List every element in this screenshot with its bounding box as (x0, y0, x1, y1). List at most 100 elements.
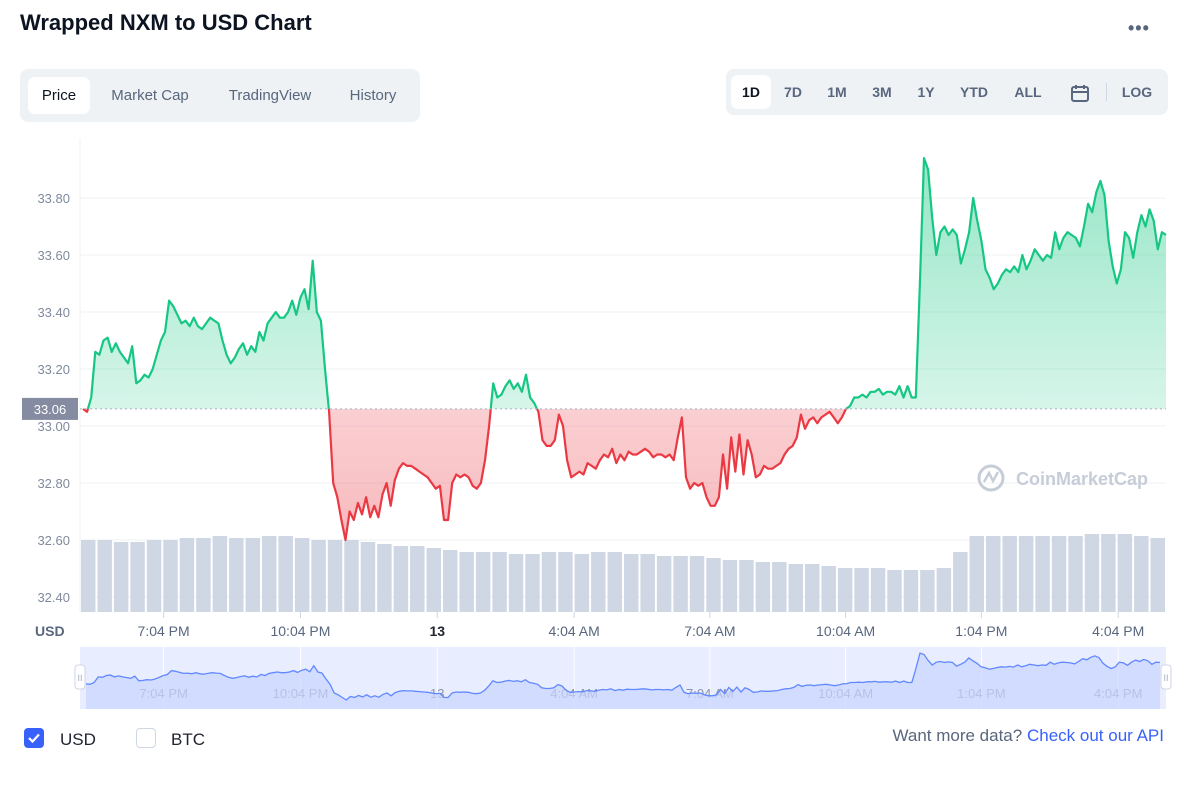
api-link[interactable]: Check out our API (1026, 726, 1164, 745)
y-tick-label: 33.00 (37, 419, 70, 434)
volume-bar (1117, 534, 1133, 612)
volume-bars (81, 534, 1165, 612)
coinmarketcap-logo-mark (982, 470, 1000, 484)
volume-bar (1101, 534, 1116, 612)
volume-bar (1035, 536, 1050, 612)
x-tick-label: 7:04 AM (684, 623, 735, 639)
usd-checkbox[interactable] (24, 728, 44, 748)
volume-bar (311, 540, 326, 612)
baseline-label: 33.06 (34, 402, 67, 417)
volume-bar (212, 536, 228, 612)
volume-bar (920, 570, 935, 612)
api-promo: Want more data? Check out our API (892, 726, 1164, 746)
volume-bar (130, 542, 145, 612)
volume-bar (97, 540, 112, 612)
brush-area (86, 653, 1160, 709)
brush-handle-right (1160, 664, 1172, 690)
volume-bar (821, 566, 836, 612)
y-tick-label: 32.60 (37, 533, 70, 548)
range-7d-button[interactable]: 7D (784, 84, 802, 100)
volume-bar (1051, 536, 1067, 612)
volume-bar (278, 536, 293, 612)
volume-bar (903, 570, 919, 612)
volume-bar (426, 548, 441, 612)
volume-bar (179, 538, 195, 612)
volume-bar (1084, 534, 1100, 612)
volume-bar (936, 568, 952, 612)
volume-bar (1002, 536, 1017, 612)
volume-bar (788, 564, 803, 612)
volume-bar (656, 556, 672, 612)
chart-view-tabs: Price Market Cap TradingView History (20, 69, 420, 122)
brush-grip-icon: II (1163, 673, 1168, 683)
checkmark-icon (28, 733, 40, 744)
baseline-badge (22, 397, 78, 420)
volume-bar (475, 552, 491, 612)
range-1y-button[interactable]: 1Y (917, 84, 935, 100)
volume-bar (163, 540, 178, 612)
volume-bar (1150, 538, 1165, 612)
volume-bar (706, 558, 721, 612)
tab-price[interactable]: Price (28, 77, 90, 114)
volume-bar (591, 552, 606, 612)
volume-bar (624, 554, 639, 612)
y-tick-label: 33.80 (37, 191, 70, 206)
volume-bar (755, 562, 771, 612)
y-tick-label: 32.40 (37, 590, 70, 605)
volume-bar (360, 542, 376, 612)
volume-bar (541, 552, 557, 612)
price-area-up (87, 158, 1166, 409)
baseline: 33.06 (22, 397, 1166, 420)
range-3m-button[interactable]: 3M (872, 84, 892, 100)
btc-checkbox[interactable] (136, 728, 156, 748)
brush-line (85, 652, 1161, 701)
volume-bar (196, 538, 211, 612)
range-all-button[interactable]: ALL (1014, 84, 1042, 100)
volume-bar (146, 540, 162, 612)
y-axis: 32.40 32.60 32.80 33.00 33.20 33.40 33.60 33.80 (37, 191, 70, 605)
volume-bar (344, 540, 359, 612)
range-ytd-button[interactable]: YTD (960, 84, 988, 100)
volume-bar (1134, 536, 1149, 612)
price-chart[interactable]: 32.40 32.60 32.80 33.00 33.20 33.40 33.60 33.80… (0, 0, 1187, 720)
volume-bar (870, 568, 886, 612)
volume-bar (443, 550, 458, 612)
api-promo-text: Want more data? (892, 726, 1023, 745)
usd-label: USD (60, 730, 96, 749)
x-tick-label: 10:04 PM (270, 623, 330, 639)
volume-bar (294, 538, 310, 612)
price-line-up (83, 157, 1167, 409)
tab-market-cap[interactable]: Market Cap (111, 87, 189, 104)
calendar-icon[interactable] (1062, 75, 1098, 109)
tab-tradingview[interactable]: TradingView (228, 87, 312, 104)
y-tick-label: 33.60 (37, 248, 70, 263)
volume-bar (805, 564, 820, 612)
range-divider (1106, 83, 1107, 101)
volume-bar (377, 544, 392, 612)
volume-bar (739, 560, 754, 612)
tab-history[interactable]: History (349, 87, 397, 104)
x-tick-label: 7:04 PM (138, 623, 190, 639)
volume-bar (854, 568, 869, 612)
volume-bar (837, 568, 853, 612)
volume-bar (558, 552, 573, 612)
x-tick-label: 10:04 AM (816, 623, 875, 639)
time-range-selector: 1D 7D 1M 3M 1Y YTD ALL LOG (726, 69, 1168, 115)
x-tick-label: 1:04 PM (955, 623, 1007, 639)
volume-bar (492, 552, 507, 612)
btc-label: BTC (171, 730, 205, 749)
price-line-down (82, 408, 848, 542)
volume-bar (887, 570, 902, 612)
volume-bar (574, 554, 590, 612)
more-options-icon[interactable]: ••• (1128, 18, 1150, 38)
coinmarketcap-logo-icon (977, 464, 1005, 492)
page-title: Wrapped NXM to USD Chart (20, 10, 312, 35)
volume-bar (262, 536, 277, 612)
brush-handle-left (74, 664, 86, 690)
range-1d-button[interactable]: 1D (731, 75, 771, 109)
log-scale-toggle[interactable]: LOG (1121, 84, 1153, 100)
volume-bar (689, 556, 705, 612)
range-1m-button[interactable]: 1M (827, 84, 847, 100)
volume-bar (1068, 536, 1083, 612)
